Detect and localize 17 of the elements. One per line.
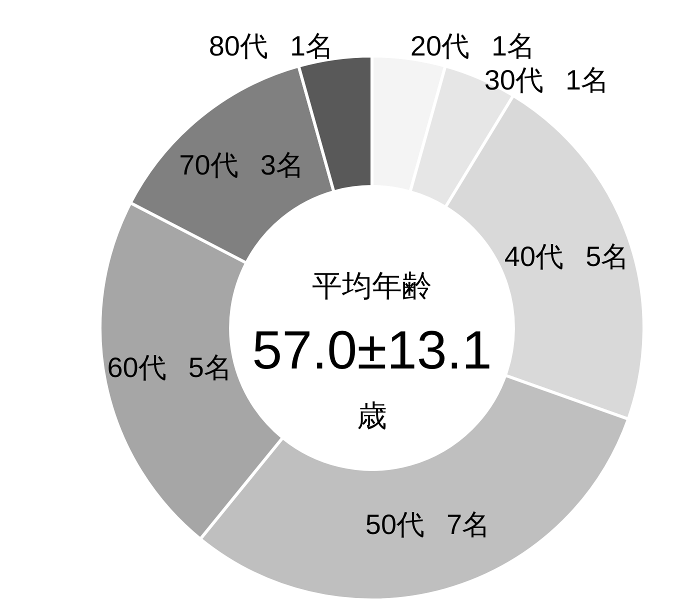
data-label: 1名	[566, 65, 610, 96]
data-label: 5名	[586, 241, 630, 272]
slice-label: 30代	[484, 65, 544, 96]
data-label: 7名	[446, 509, 490, 540]
slice-label: 60代	[107, 352, 166, 384]
data-label: 1名	[492, 31, 536, 62]
slice-label: 70代	[179, 150, 238, 182]
data-label: 5名	[188, 352, 232, 384]
text: 57.0±13.1	[252, 320, 492, 380]
text: 歳	[357, 400, 387, 433]
data-label: 1名	[290, 31, 334, 62]
slice-label: 40代	[504, 241, 564, 272]
slice-label: 80代	[208, 31, 268, 62]
slice-label: 50代	[365, 509, 425, 540]
data-label: 3名	[260, 150, 304, 182]
text: 平均年齢	[312, 270, 432, 303]
slice-label: 20代	[410, 31, 470, 62]
